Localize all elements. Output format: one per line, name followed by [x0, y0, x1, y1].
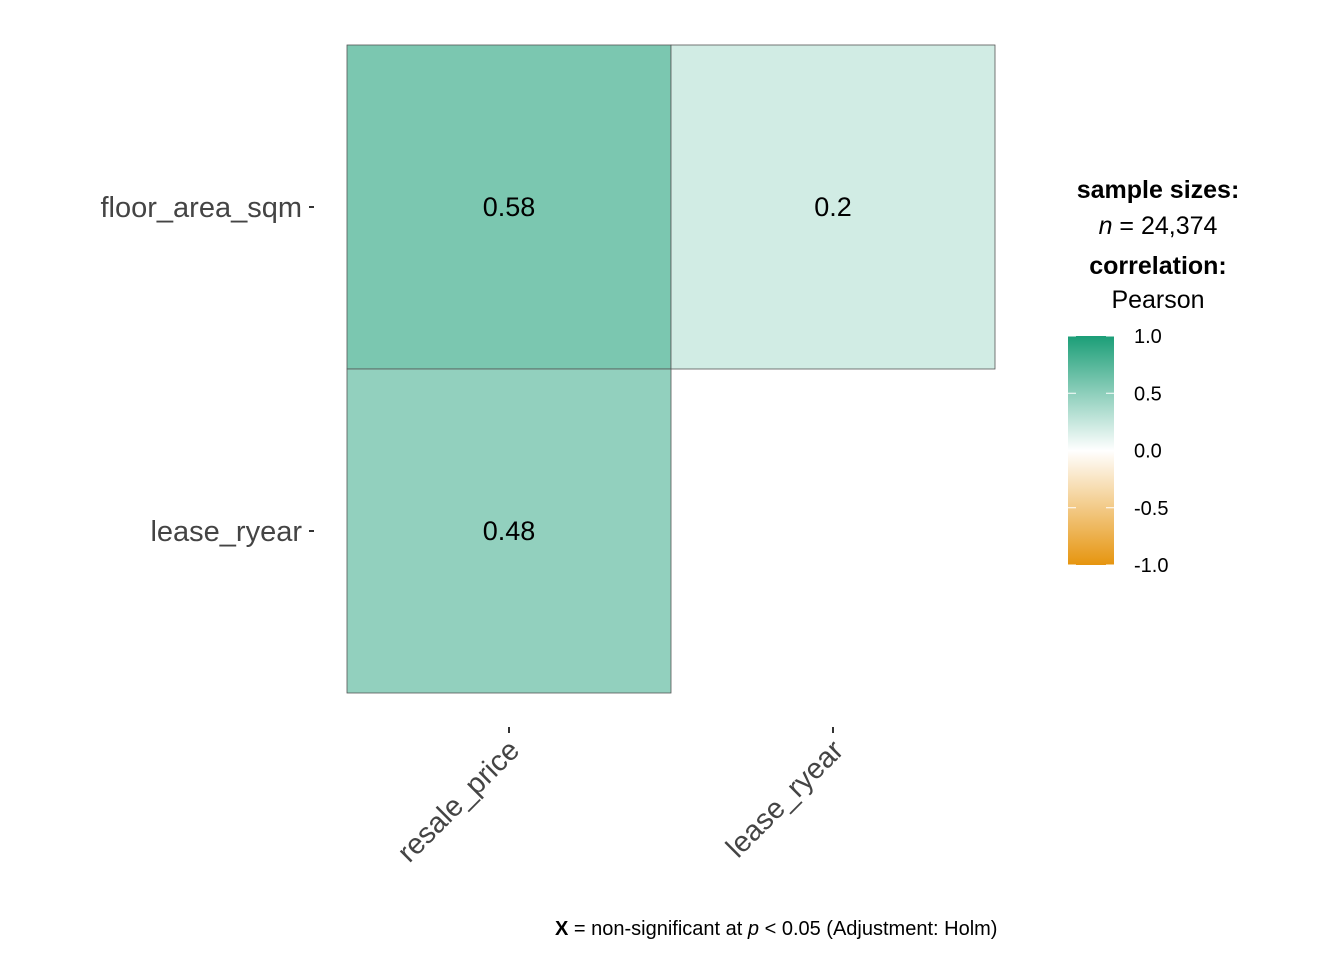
caption-x-mark: X — [555, 918, 569, 940]
caption-text-1: = non-significant at — [568, 918, 748, 940]
x-tick-label: lease_ryear — [720, 734, 850, 864]
legend: sample sizes: n = 24,374 correlation: Pe… — [1040, 172, 1276, 316]
cell-label: 0.2 — [814, 192, 852, 222]
legend-sample-title: sample sizes: — [1076, 176, 1240, 204]
cell-label: 0.48 — [483, 516, 536, 546]
legend-corr-title: correlation: — [1089, 252, 1227, 280]
n-value: = 24,374 — [1119, 212, 1218, 240]
caption-p: p — [747, 918, 760, 940]
legend-sample-size: n = 24,374 — [1040, 208, 1276, 244]
cell-label: 0.58 — [483, 192, 536, 222]
heatmap-cell — [670, 44, 996, 370]
legend-corr-method: Pearson — [1111, 286, 1205, 314]
heatmap-cell — [346, 44, 672, 370]
y-tick-label: floor_area_sqm — [101, 192, 303, 224]
colorbar-tick-label: -1.0 — [1134, 555, 1168, 577]
colorbar-tick-label: -0.5 — [1134, 498, 1168, 520]
y-tick-label: lease_ryear — [150, 516, 302, 548]
n-symbol: n — [1098, 212, 1113, 240]
colorbar-tick-label: 0.5 — [1134, 383, 1162, 405]
heatmap-cell — [346, 368, 672, 694]
x-tick-label: resale_price — [392, 734, 526, 868]
colorbar-tick-label: 0.0 — [1134, 441, 1162, 463]
colorbar-tick-label: 1.0 — [1134, 326, 1162, 348]
caption: X = non-significant at p < 0.05 (Adjustm… — [555, 918, 997, 941]
caption-text-2: < 0.05 (Adjustment: Holm) — [759, 918, 998, 940]
